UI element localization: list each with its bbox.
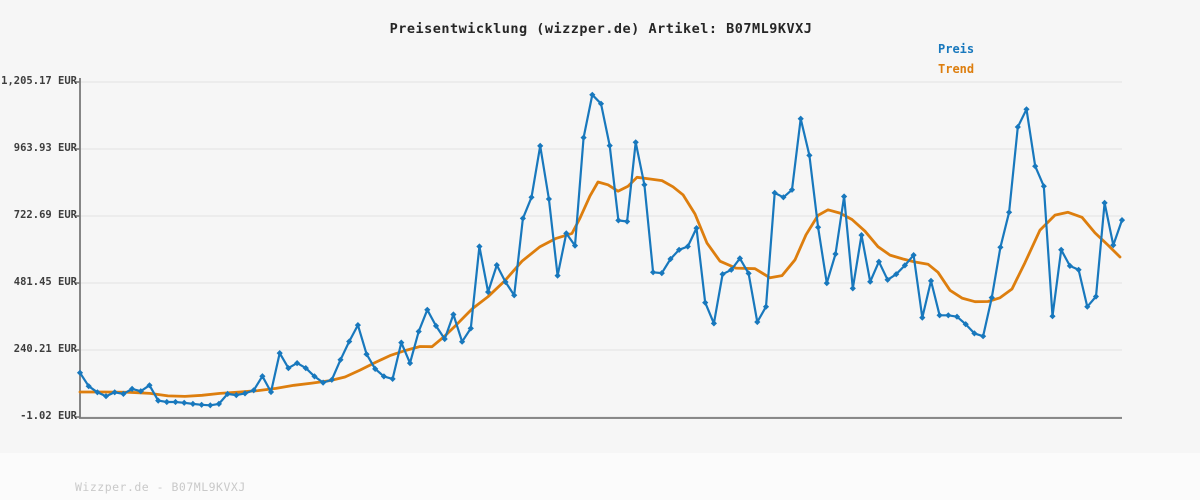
- y-axis-label: 481.45 EUR: [13, 276, 77, 288]
- legend: Preis Trend: [938, 39, 974, 79]
- chart-title: Preisentwicklung (wizzper.de) Artikel: B…: [389, 21, 813, 37]
- y-axis-label: 963.93 EUR: [13, 142, 77, 154]
- chart-figure: Preisentwicklung (wizzper.de) Artikel: B…: [1, 21, 1126, 422]
- y-axis-label: 1,205.17 EUR: [1, 75, 77, 87]
- watermark: Wizzper.de - B07ML9KVXJ: [75, 480, 246, 494]
- y-axis-label: 722.69 EUR: [13, 209, 77, 221]
- legend-item-preis: Preis: [938, 42, 975, 56]
- y-axis-label: 240.21 EUR: [13, 343, 77, 355]
- y-axis-label: -1.02 EUR: [20, 410, 77, 422]
- legend-item-trend: Trend: [938, 62, 975, 76]
